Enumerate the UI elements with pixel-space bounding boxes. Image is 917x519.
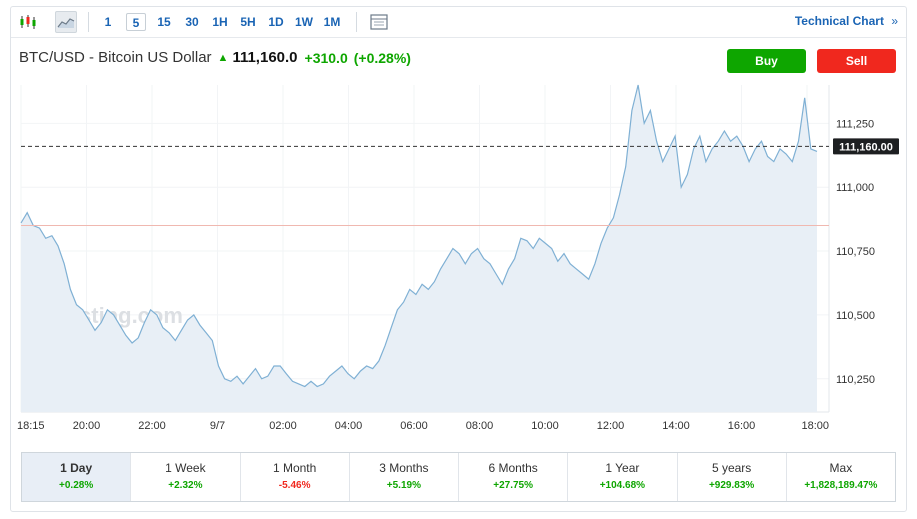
timeframe-1m[interactable]: 1M (323, 15, 341, 29)
timeframe-5h[interactable]: 5H (240, 15, 256, 29)
x-tick-label: 10:00 (531, 420, 559, 432)
period-change: +0.28% (59, 480, 94, 491)
y-tick-label: 111,250 (836, 118, 874, 130)
period-label: Max (829, 461, 853, 475)
area-chart-icon[interactable] (55, 11, 77, 33)
instrument-header: BTC/USD - Bitcoin US Dollar ▲ 111,160.0 … (19, 49, 411, 66)
price-change-percent: (+0.28%) (353, 49, 411, 66)
period-change: +1,828,189.47% (804, 480, 878, 491)
price-line (20, 84, 818, 388)
period-tab-1-month[interactable]: 1 Month -5.46% (241, 453, 350, 501)
timeframe-15[interactable]: 15 (157, 15, 171, 29)
x-tick-label: 12:00 (597, 420, 625, 432)
timeframe-1d[interactable]: 1D (268, 15, 284, 29)
technical-chart-label: Technical Chart (794, 14, 884, 28)
chart-toolbar: 1 5 15 30 1H 5H 1D 1W 1M Technical Chart » (11, 7, 906, 38)
period-tab-5-years[interactable]: 5 years +929.83% (678, 453, 787, 501)
chevron-right-double-icon: » (891, 14, 898, 28)
period-label: 6 Months (488, 461, 538, 475)
period-change: +5.19% (386, 480, 421, 491)
period-label: 1 Month (272, 461, 317, 475)
period-tab-1-year[interactable]: 1 Year +104.68% (568, 453, 678, 501)
x-tick-label: 22:00 (138, 420, 166, 432)
period-tab-max[interactable]: Max +1,828,189.47% (787, 453, 895, 501)
period-tab-1-day[interactable]: 1 Day +0.28% (22, 453, 132, 501)
current-price-label: 111,160.00 (839, 141, 893, 153)
y-tick-label: 110,250 (836, 374, 875, 386)
period-label: 1 Year (605, 461, 640, 475)
period-tab-6-months[interactable]: 6 Months +27.75% (459, 453, 569, 501)
sell-button[interactable]: Sell (817, 49, 896, 73)
y-tick-label: 110,500 (836, 310, 875, 322)
x-tick-label: 20:00 (73, 420, 101, 432)
x-tick-label: 18:15 (17, 420, 45, 432)
period-label: 3 Months (379, 461, 429, 475)
period-label: 5 years (711, 461, 752, 475)
arrow-up-icon: ▲ (217, 51, 229, 64)
period-label: 1 Day (60, 461, 93, 475)
x-tick-label: 9/7 (210, 420, 225, 432)
instrument-name: BTC/USD - Bitcoin US Dollar (19, 49, 212, 66)
x-tick-label: 04:00 (335, 420, 363, 432)
candlestick-icon[interactable] (17, 11, 39, 33)
period-label: 1 Week (165, 461, 206, 475)
period-selector: 1 Day +0.28% 1 Week +2.32% 1 Month -5.46% 3 Mo… (21, 452, 896, 502)
period-change: +929.83% (708, 480, 755, 491)
timeframe-1[interactable]: 1 (104, 15, 112, 29)
x-tick-label: 08:00 (466, 420, 494, 432)
price-area (21, 85, 817, 412)
toolbar-divider (356, 12, 357, 32)
period-change: +2.32% (168, 480, 203, 491)
timeframe-5[interactable]: 5 (126, 13, 146, 31)
timeframe-30[interactable]: 30 (185, 15, 199, 29)
buy-button[interactable]: Buy (727, 49, 806, 73)
period-change: -5.46% (278, 480, 311, 491)
period-change: +27.75% (493, 480, 533, 491)
y-tick-label: 110,750 (836, 246, 875, 258)
y-tick-label: 111,000 (836, 182, 874, 194)
toolbar-divider (88, 12, 89, 32)
price-chart[interactable]: Investing.com110,250110,500110,750111,00… (11, 7, 906, 447)
table-icon[interactable] (368, 11, 390, 33)
x-tick-label: 14:00 (662, 420, 690, 432)
x-tick-label: 06:00 (400, 420, 428, 432)
timeframe-1w[interactable]: 1W (295, 15, 313, 29)
last-price: 111,160.0 (232, 49, 298, 66)
chart-widget: 1 5 15 30 1H 5H 1D 1W 1M Technical Chart » BTC/U… (10, 6, 907, 512)
current-price-tag (833, 138, 899, 155)
price-change: +310.0 (304, 49, 348, 66)
x-tick-label: 02:00 (269, 420, 297, 432)
x-tick-label: 18:00 (801, 420, 829, 432)
x-tick-label: 16:00 (728, 420, 756, 432)
period-tab-3-months[interactable]: 3 Months +5.19% (350, 453, 459, 501)
technical-chart-link[interactable]: Technical Chart » (795, 14, 898, 28)
period-change: +104.68% (599, 480, 646, 491)
timeframe-1h[interactable]: 1H (212, 15, 228, 29)
period-tab-1-week[interactable]: 1 Week +2.32% (131, 453, 241, 501)
